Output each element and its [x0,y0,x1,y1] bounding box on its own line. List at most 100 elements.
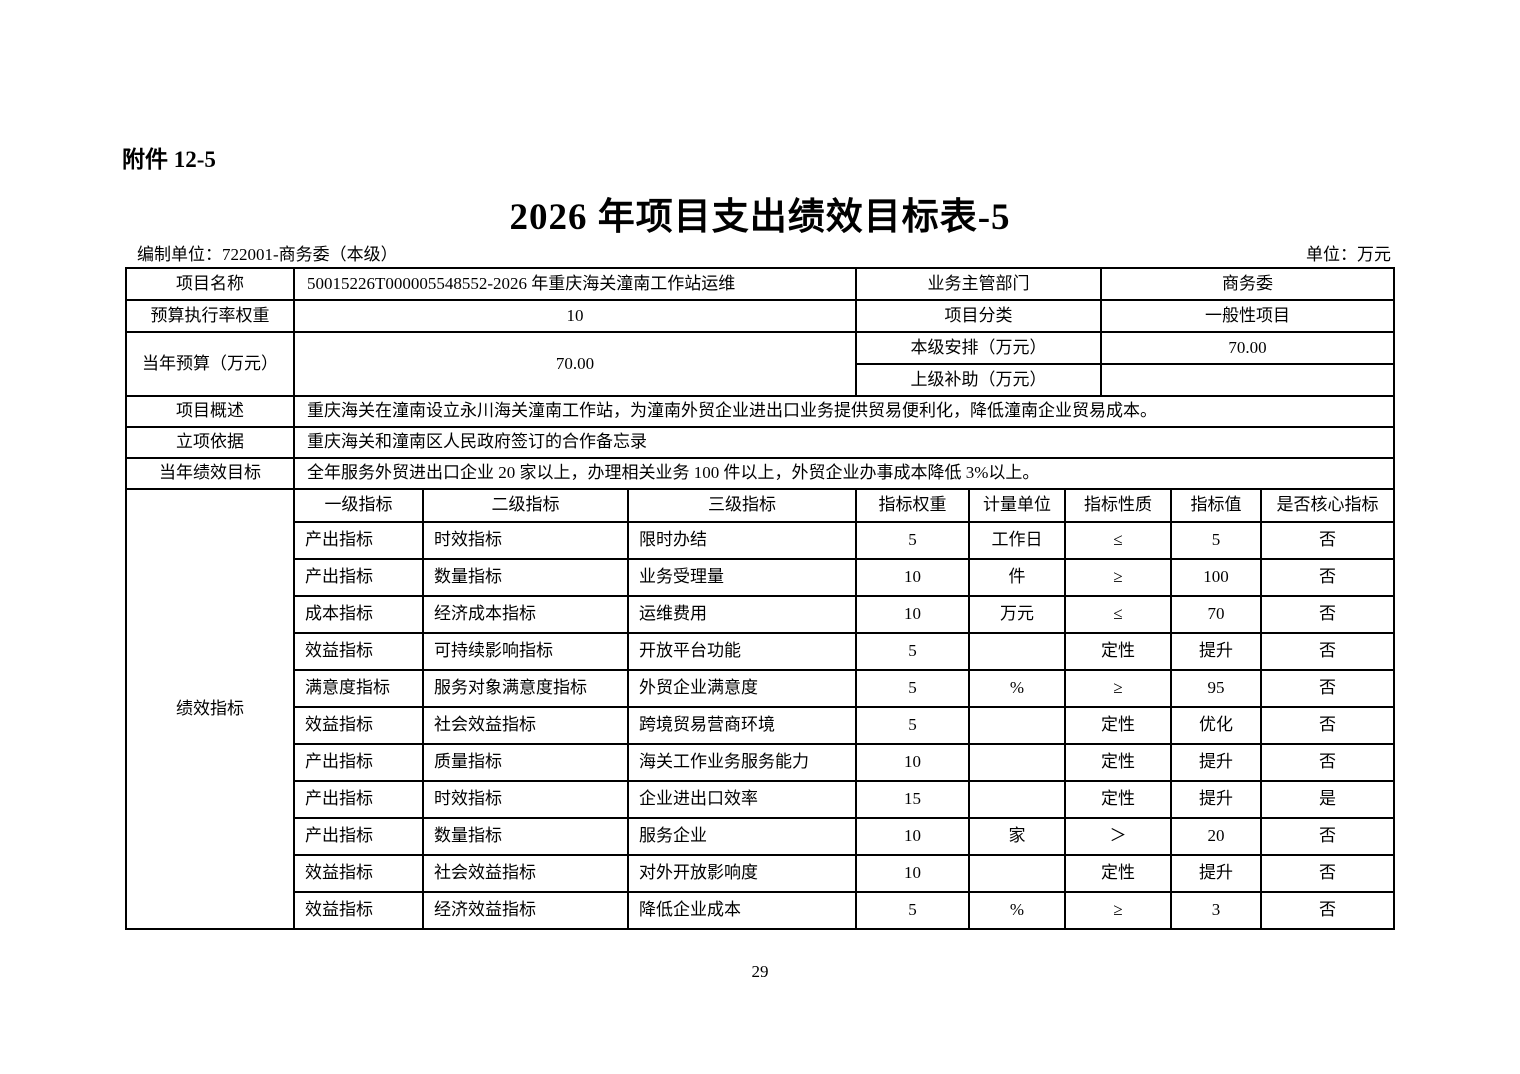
cell-level3-indicator: 海关工作业务服务能力 [627,743,857,782]
category-label: 项目分类 [854,299,1103,333]
local-arrangement-value: 70.00 [1100,331,1396,365]
prepared-by-label: 编制单位：722001-商务委（本级） [137,245,398,264]
row-project-name: 项目名称 50015226T000005548552-2026 年重庆海关潼南工… [125,267,1396,301]
row-goal: 当年绩效目标 全年服务外贸进出口企业 20 家以上，办理相关业务 100 件以上… [125,457,1396,490]
cell-weight: 5 [855,669,970,708]
indicator-row: 成本指标 经济成本指标 运维费用 10 万元 ≤70 否 [126,595,1396,634]
indicator-row: 产出指标 质量指标 海关工作业务服务能力 10 定性 提升否 [126,743,1396,782]
cell-is-core: 是 [1260,780,1396,819]
cell-level2-indicator: 经济效益指标 [422,891,629,930]
cell-measure-unit [968,632,1066,671]
cell-measure-unit: 件 [968,558,1066,597]
row-budget-bottom: 上级补助（万元） [126,363,1396,397]
indicator-row: 产出指标 时效指标 企业进出口效率 15 定性 提升是 [126,780,1396,819]
cell-is-core: 否 [1260,595,1396,634]
cell-nature: 定性 [1063,780,1173,819]
cell-target-value: 提升 [1170,780,1263,819]
row-basis: 立项依据 重庆海关和潼南区人民政府签订的合作备忘录 [125,426,1396,459]
goal-value: 全年服务外贸进出口企业 20 家以上，办理相关业务 100 件以上，外贸企业办事… [292,457,1396,490]
header-level2-indicator: 二级指标 [422,488,629,523]
cell-level3-indicator: 业务受理量 [627,558,857,597]
cell-is-core: 否 [1260,669,1396,708]
cell-target-value: 提升 [1170,743,1263,782]
indicator-header-row: 绩效指标 一级指标 二级指标 三级指标 指标权重 计量单位 指标性质 指标值 是… [125,488,1396,930]
cell-nature: 定性 [1063,632,1173,671]
cell-weight: 5 [855,891,970,930]
cell-is-core: 否 [1260,558,1396,597]
budget-value: 70.00 [293,331,857,397]
cell-measure-unit [968,743,1066,782]
cell-is-core: 否 [1260,632,1396,671]
cell-level1-indicator: 效益指标 [293,854,424,893]
cell-level2-indicator: 经济成本指标 [422,595,629,634]
cell-level3-indicator: 开放平台功能 [627,632,857,671]
indicators-section-label: 绩效指标 [125,488,295,930]
cell-is-core: 否 [1260,521,1396,560]
cell-level1-indicator: 效益指标 [293,632,424,671]
cell-level2-indicator: 社会效益指标 [422,854,629,893]
cell-level3-indicator: 外贸企业满意度 [627,669,857,708]
cell-level3-indicator: 跨境贸易营商环境 [627,706,857,745]
dept-label: 业务主管部门 [854,267,1103,301]
indicator-row: 产出指标 数量指标 业务受理量 10 件 ≥100 否 [126,558,1396,597]
goal-label: 当年绩效目标 [125,457,295,490]
superior-subsidy-label: 上级补助（万元） [854,363,1103,397]
cell-weight: 10 [855,595,970,634]
cell-measure-unit: 家 [968,817,1066,856]
dept-value: 商务委 [1100,267,1396,301]
header-target-value: 指标值 [1170,488,1263,523]
category-value: 一般性项目 [1100,299,1396,333]
cell-weight: 5 [855,706,970,745]
cell-target-value: 20 [1170,817,1263,856]
cell-level1-indicator: 效益指标 [293,891,424,930]
cell-target-value: 提升 [1170,854,1263,893]
cell-level2-indicator: 时效指标 [422,780,629,819]
cell-target-value: 优化 [1170,706,1263,745]
cell-level1-indicator: 成本指标 [293,595,424,634]
indicator-row: 效益指标 经济效益指标 降低企业成本 5% ≥3 否 [126,891,1396,930]
cell-target-value: 提升 [1170,632,1263,671]
cell-target-value: 100 [1170,558,1263,597]
cell-is-core: 否 [1260,891,1396,930]
cell-measure-unit: % [968,669,1066,708]
cell-level1-indicator: 产出指标 [293,558,424,597]
cell-level3-indicator: 服务企业 [627,817,857,856]
cell-weight: 15 [855,780,970,819]
page-number: 29 [751,962,769,981]
budget-label: 当年预算（万元） [125,331,295,397]
basis-value: 重庆海关和潼南区人民政府签订的合作备忘录 [292,426,1396,459]
unit-label: 单位：万元 [1306,245,1391,264]
cell-is-core: 否 [1260,706,1396,745]
row-budget-rate: 预算执行率权重 10 项目分类 一般性项目 [125,299,1396,333]
overview-value: 重庆海关在潼南设立永川海关潼南工作站，为潼南外贸企业进出口业务提供贸易便利化，降… [292,395,1396,428]
cell-is-core: 否 [1260,743,1396,782]
cell-weight: 10 [855,817,970,856]
cell-level3-indicator: 降低企业成本 [627,891,857,930]
cell-target-value: 95 [1170,669,1263,708]
cell-measure-unit [968,854,1066,893]
cell-weight: 10 [855,743,970,782]
cell-weight: 5 [855,632,970,671]
cell-is-core: 否 [1260,817,1396,856]
cell-nature: ≥ [1063,558,1173,597]
indicator-row: 产出指标 数量指标 服务企业 10 家＞ 20 否 [126,817,1396,856]
cell-level2-indicator: 质量指标 [422,743,629,782]
superior-subsidy-value [1100,363,1396,397]
cell-level2-indicator: 数量指标 [422,817,629,856]
page-title: 2026 年项目支出绩效目标表-5 [509,197,1011,238]
attachment-label: 附件 12-5 [122,147,216,172]
cell-level1-indicator: 满意度指标 [293,669,424,708]
cell-target-value: 3 [1170,891,1263,930]
performance-target-table: 项目名称 50015226T000005548552-2026 年重庆海关潼南工… [125,267,1396,930]
cell-weight: 10 [855,558,970,597]
cell-measure-unit: % [968,891,1066,930]
header-weight: 指标权重 [855,488,970,523]
header-is-core: 是否核心指标 [1260,488,1396,523]
cell-nature: ≤ [1063,595,1173,634]
basis-label: 立项依据 [125,426,295,459]
cell-nature: 定性 [1063,854,1173,893]
cell-level2-indicator: 服务对象满意度指标 [422,669,629,708]
cell-level1-indicator: 效益指标 [293,706,424,745]
cell-nature: ≥ [1063,669,1173,708]
